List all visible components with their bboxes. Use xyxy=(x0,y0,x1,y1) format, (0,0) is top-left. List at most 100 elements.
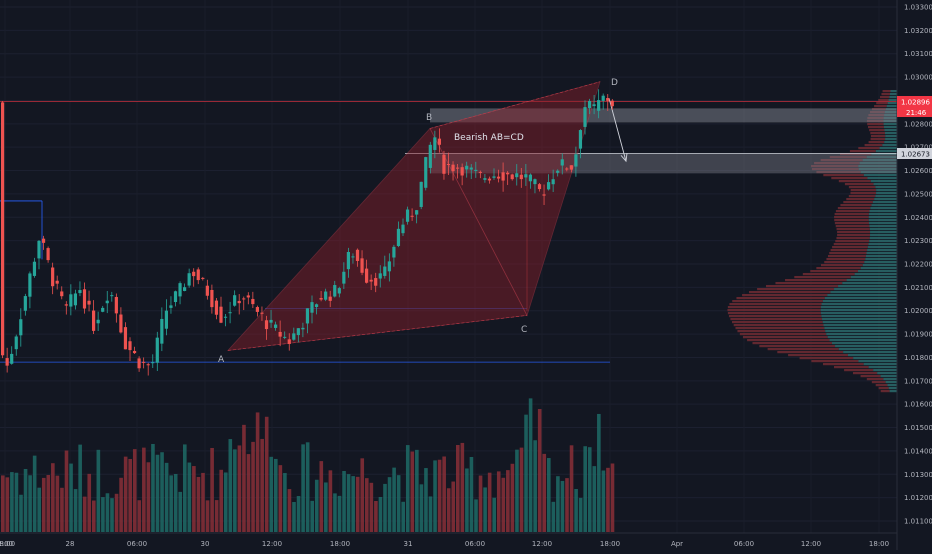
projection-arrow xyxy=(608,98,627,162)
volume-bar xyxy=(342,471,346,532)
volume-bar xyxy=(1,475,5,532)
volume-bar xyxy=(14,472,19,532)
volume-bar xyxy=(123,456,128,532)
time-tick-label: 12:00 xyxy=(801,540,821,548)
candle-body xyxy=(369,279,373,282)
volume-bar xyxy=(305,442,310,532)
volume-profile-bar xyxy=(867,246,897,249)
volume-bar xyxy=(60,487,64,532)
price-tick-label: 1.03000 xyxy=(904,74,932,82)
volume-profile-bar xyxy=(739,333,827,336)
volume-profile-bar xyxy=(870,138,886,141)
volume-bar xyxy=(551,501,556,532)
candle-body xyxy=(314,304,319,307)
candle-body xyxy=(64,304,68,306)
candle-body xyxy=(187,273,191,286)
volume-profile-bar xyxy=(875,384,888,387)
candle-body xyxy=(446,163,451,165)
time-tick-label: 12:00 xyxy=(532,540,552,548)
zones xyxy=(0,100,897,363)
current-price-badge xyxy=(897,96,932,107)
volume-profile-bar xyxy=(737,330,826,333)
point-label-d: D xyxy=(611,78,618,88)
volume-profile-bar xyxy=(823,324,897,327)
volume-profile-bar xyxy=(820,306,897,309)
volume-bar xyxy=(82,496,87,532)
candle-body xyxy=(478,171,482,173)
volume-bar xyxy=(610,463,615,532)
candle-body xyxy=(506,172,510,175)
candle-body xyxy=(264,320,269,330)
candle-body xyxy=(32,261,37,276)
candle-body xyxy=(378,273,382,279)
volume-profile-bar xyxy=(858,165,897,168)
volume-profile-bar xyxy=(890,90,897,93)
volume-profile-bar xyxy=(826,258,866,261)
candle-body xyxy=(606,98,610,101)
candle-body xyxy=(551,179,555,185)
volume-profile-bar xyxy=(868,219,897,222)
volume-profile-bar xyxy=(866,252,897,255)
candle-body xyxy=(456,167,460,169)
time-tick-label: 06:00 xyxy=(127,540,147,548)
volume-profile-bar xyxy=(874,198,897,201)
volume-bar xyxy=(333,493,337,532)
volume-bar xyxy=(310,500,314,532)
candle-body xyxy=(396,228,401,247)
candle-body xyxy=(269,319,273,323)
volume-bar xyxy=(151,443,155,532)
candle-body xyxy=(574,154,578,167)
volume-profile-bar xyxy=(829,156,867,159)
volume-profile-bar xyxy=(835,345,897,348)
volume-bar xyxy=(246,454,251,532)
volume-bar xyxy=(510,463,515,532)
volume-profile-bar xyxy=(865,255,897,258)
price-tick-label: 1.01600 xyxy=(904,401,932,409)
candle-body xyxy=(46,248,50,261)
candle-body xyxy=(233,295,237,306)
candle-body xyxy=(442,154,446,174)
volume-bar xyxy=(405,445,410,532)
candle-body xyxy=(374,278,378,286)
price-tick-label: 1.03200 xyxy=(904,27,932,35)
volume-bar xyxy=(396,475,401,532)
volume-bar xyxy=(228,439,233,532)
volume-profile-bar xyxy=(880,375,897,378)
volume-profile-bar xyxy=(824,297,897,300)
volume-profile-bar xyxy=(838,285,897,288)
volume-bar xyxy=(110,498,114,532)
volume-profile-bar xyxy=(853,357,897,360)
volume-profile-bar xyxy=(847,354,897,357)
candle-body xyxy=(164,310,168,329)
volume-bar xyxy=(255,412,260,532)
candle-body xyxy=(610,100,614,107)
volume-profile-bar xyxy=(869,240,897,243)
volume-profile-bar xyxy=(823,174,864,177)
candle-body xyxy=(519,174,523,180)
volume-bar xyxy=(428,496,433,532)
candle-body xyxy=(246,295,250,298)
volume-bar xyxy=(587,447,592,532)
candle-body xyxy=(383,266,387,276)
candle-body xyxy=(274,324,278,328)
candle-body xyxy=(242,298,246,300)
candle-body xyxy=(142,361,146,363)
volume-profile-bar xyxy=(875,195,897,198)
volume-profile-bar xyxy=(835,240,870,243)
volume-profile-bar xyxy=(839,153,872,156)
volume-bar xyxy=(597,413,601,532)
volume-profile-bar xyxy=(860,375,881,378)
time-tick-label: 18:00 xyxy=(330,540,350,548)
candle-body xyxy=(365,268,369,283)
time-tick-label: 12:00 xyxy=(0,540,13,548)
volume-profile-bar xyxy=(883,378,897,381)
volume-bar xyxy=(287,489,292,532)
volume-profile-bar xyxy=(811,168,859,171)
volume-profile-bar xyxy=(834,288,897,291)
pattern-title: Bearish AB=CD xyxy=(454,133,524,143)
volume-profile-bar xyxy=(836,228,870,231)
price-tick-label: 1.02500 xyxy=(904,190,932,198)
volume-profile-bar xyxy=(821,303,897,306)
volume-bar xyxy=(565,478,569,532)
